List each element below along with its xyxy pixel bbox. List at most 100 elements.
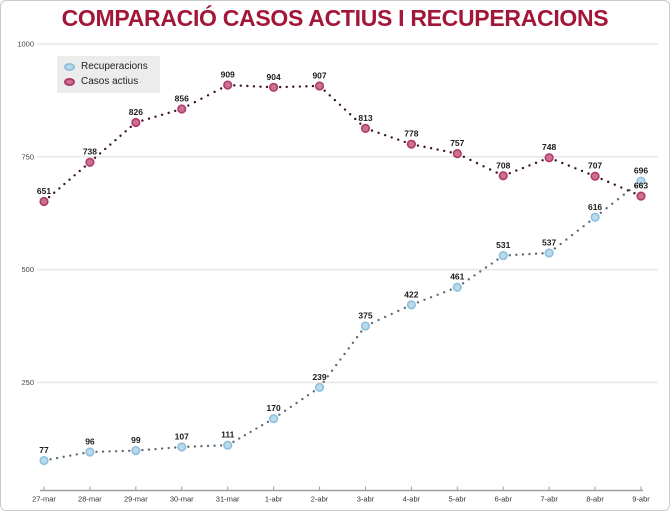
line-dot — [554, 159, 557, 162]
data-point-label: 99 — [131, 435, 141, 445]
data-point-label: 904 — [267, 72, 281, 82]
line-dot — [370, 129, 374, 132]
line-dot — [479, 270, 482, 273]
line-dot — [403, 140, 407, 144]
line-dot — [328, 94, 331, 97]
line-dot — [104, 147, 107, 151]
line-dot — [73, 174, 76, 177]
line-dot — [93, 156, 97, 160]
line-dot — [213, 90, 216, 94]
line-dot — [128, 449, 131, 453]
data-point-label: 748 — [542, 142, 556, 152]
line-dot — [174, 109, 177, 113]
line-dot — [580, 169, 584, 173]
line-dot — [167, 111, 170, 115]
data-point-marker — [360, 321, 371, 331]
line-dot — [109, 143, 112, 146]
line-dot — [488, 168, 492, 171]
line-dot — [606, 180, 610, 184]
line-dot — [174, 446, 177, 449]
line-dot — [508, 254, 511, 257]
line-dot — [416, 301, 420, 304]
line-dot — [119, 134, 122, 137]
line-dot — [475, 161, 479, 165]
data-point-label: 107 — [175, 432, 189, 442]
data-point-marker — [269, 82, 279, 92]
line-dot — [338, 103, 342, 106]
x-tick-label: 28-mar — [78, 495, 102, 504]
line-dot — [354, 117, 357, 121]
line-dot — [561, 161, 564, 165]
line-dot — [351, 341, 355, 344]
line-dot — [567, 164, 571, 167]
line-dot — [147, 117, 151, 120]
data-point-marker — [498, 171, 508, 181]
data-point-marker — [406, 300, 416, 310]
data-point-label: 707 — [588, 161, 602, 171]
data-point-label: 616 — [588, 202, 602, 212]
x-tick-label: 1-abr — [265, 495, 283, 504]
line-dot — [490, 262, 493, 265]
data-point-label: 826 — [129, 107, 143, 117]
line-dot — [528, 164, 531, 167]
line-dot — [429, 296, 433, 299]
line-dot — [219, 444, 223, 447]
line-dot — [95, 450, 98, 453]
y-tick-label: 500 — [21, 265, 34, 274]
line-dot — [62, 455, 65, 459]
line-dot — [249, 430, 252, 434]
line-dot — [622, 193, 625, 196]
x-tick-label: 6-abr — [494, 495, 512, 504]
line-dot — [348, 113, 352, 116]
line-dot — [83, 165, 87, 168]
data-point-marker — [452, 149, 462, 159]
x-tick-label: 7-abr — [540, 495, 558, 504]
line-dot — [565, 238, 568, 241]
data-point-marker — [177, 442, 187, 452]
line-dot — [528, 252, 531, 256]
data-point-label: 909 — [221, 70, 235, 80]
line-dot — [141, 119, 144, 122]
line-dot — [559, 242, 562, 246]
data-point-marker — [85, 447, 95, 457]
line-dot — [616, 198, 620, 201]
line-dot — [311, 84, 315, 88]
line-dot — [377, 318, 380, 322]
line-dot — [534, 252, 538, 255]
line-dot — [576, 229, 580, 232]
legend-label: Casos actius — [81, 76, 139, 87]
line-dot — [101, 450, 105, 453]
line-dot — [553, 247, 557, 250]
line-dot — [278, 413, 281, 416]
line-dot — [416, 144, 420, 147]
data-point-marker — [590, 212, 600, 222]
data-point-marker — [223, 80, 233, 90]
line-dot — [521, 166, 525, 170]
line-dot — [482, 165, 485, 168]
data-point-label: 531 — [496, 240, 510, 250]
x-tick-label: 2-abr — [311, 495, 329, 504]
x-tick-label: 9-abr — [632, 495, 650, 504]
line-dot — [515, 169, 518, 172]
x-tick-label: 8-abr — [586, 495, 604, 504]
line-dot — [75, 453, 79, 456]
line-dot — [237, 437, 241, 440]
line-dot — [193, 445, 197, 448]
line-dot — [360, 330, 363, 333]
data-point-label: 856 — [175, 93, 189, 103]
line-dot — [613, 183, 616, 186]
line-dot — [587, 172, 590, 175]
data-point-marker — [636, 176, 646, 186]
line-dot — [600, 177, 603, 181]
line-dot — [200, 445, 203, 448]
chart-legend: Recuperacions Casos actius — [57, 56, 160, 93]
data-point-label: 757 — [450, 138, 464, 148]
line-dot — [246, 84, 249, 88]
legend-item-recuperacions: Recuperacions — [64, 59, 148, 74]
line-dot — [252, 85, 256, 88]
data-point-label: 907 — [312, 70, 326, 80]
line-dot — [232, 440, 235, 444]
data-point-marker — [269, 413, 279, 424]
line-dot — [343, 108, 347, 111]
line-dot — [462, 155, 466, 159]
